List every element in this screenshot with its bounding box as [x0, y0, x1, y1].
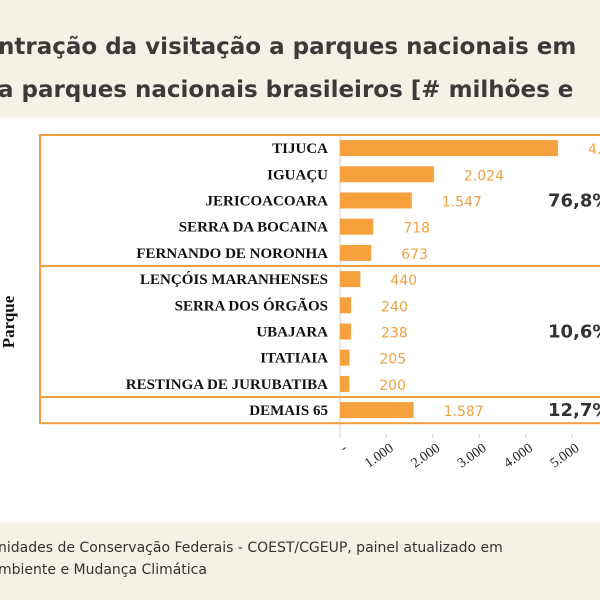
group-box	[39, 396, 600, 425]
group-share: 10,6%	[548, 322, 600, 343]
value-label: 4.700	[588, 142, 600, 158]
category-label: TIJUCA	[272, 141, 328, 157]
category-label: SERRA DOS ÓRGÃOS	[175, 296, 328, 314]
value-label: 1.547	[442, 195, 482, 211]
category-label: LENÇÓIS MARANHENSES	[140, 271, 328, 288]
value-label: 200	[379, 378, 406, 394]
category-label: RESTINGA DE JURUBATIBA	[126, 377, 328, 393]
category-label: SERRA DA BOCAINA	[179, 220, 328, 236]
bar	[340, 218, 374, 235]
bar	[340, 402, 414, 419]
category-label: IGUAÇU	[267, 167, 328, 183]
value-label: 718	[403, 221, 430, 237]
category-label: ITATIAIA	[260, 351, 328, 367]
category-label: FERNANDO DE NORONHA	[136, 246, 328, 262]
bar	[340, 140, 559, 157]
title-line: ntração da visitação a parques nacionais…	[0, 34, 576, 60]
bar	[340, 375, 350, 392]
source-line: mbiente e Mudança Climática	[0, 562, 207, 578]
bar	[340, 297, 352, 314]
bar	[340, 192, 412, 209]
value-label: 673	[401, 247, 428, 263]
group-share: 12,7%	[548, 400, 600, 421]
chart-area	[0, 118, 600, 522]
category-label: UBAJARA	[256, 325, 328, 341]
bar	[340, 271, 361, 288]
value-label: 440	[390, 273, 417, 289]
bar	[340, 244, 372, 261]
bar	[340, 349, 350, 366]
y-axis-label: Parque	[0, 295, 18, 348]
value-label: 238	[381, 326, 408, 342]
bar	[340, 166, 434, 183]
source-line: nidades de Conservação Federais - COEST/…	[0, 540, 503, 556]
value-label: 205	[380, 352, 407, 368]
category-label: DEMAIS 65	[249, 403, 328, 419]
value-label: 240	[381, 299, 408, 315]
group-share: 76,8%	[548, 191, 600, 212]
value-label: 2.024	[464, 168, 504, 184]
category-label: JERICOACOARA	[205, 194, 328, 210]
title-line: a parques nacionais brasileiros [# milhõ…	[0, 77, 573, 103]
value-label: 1.587	[444, 404, 484, 420]
bar	[340, 323, 352, 340]
